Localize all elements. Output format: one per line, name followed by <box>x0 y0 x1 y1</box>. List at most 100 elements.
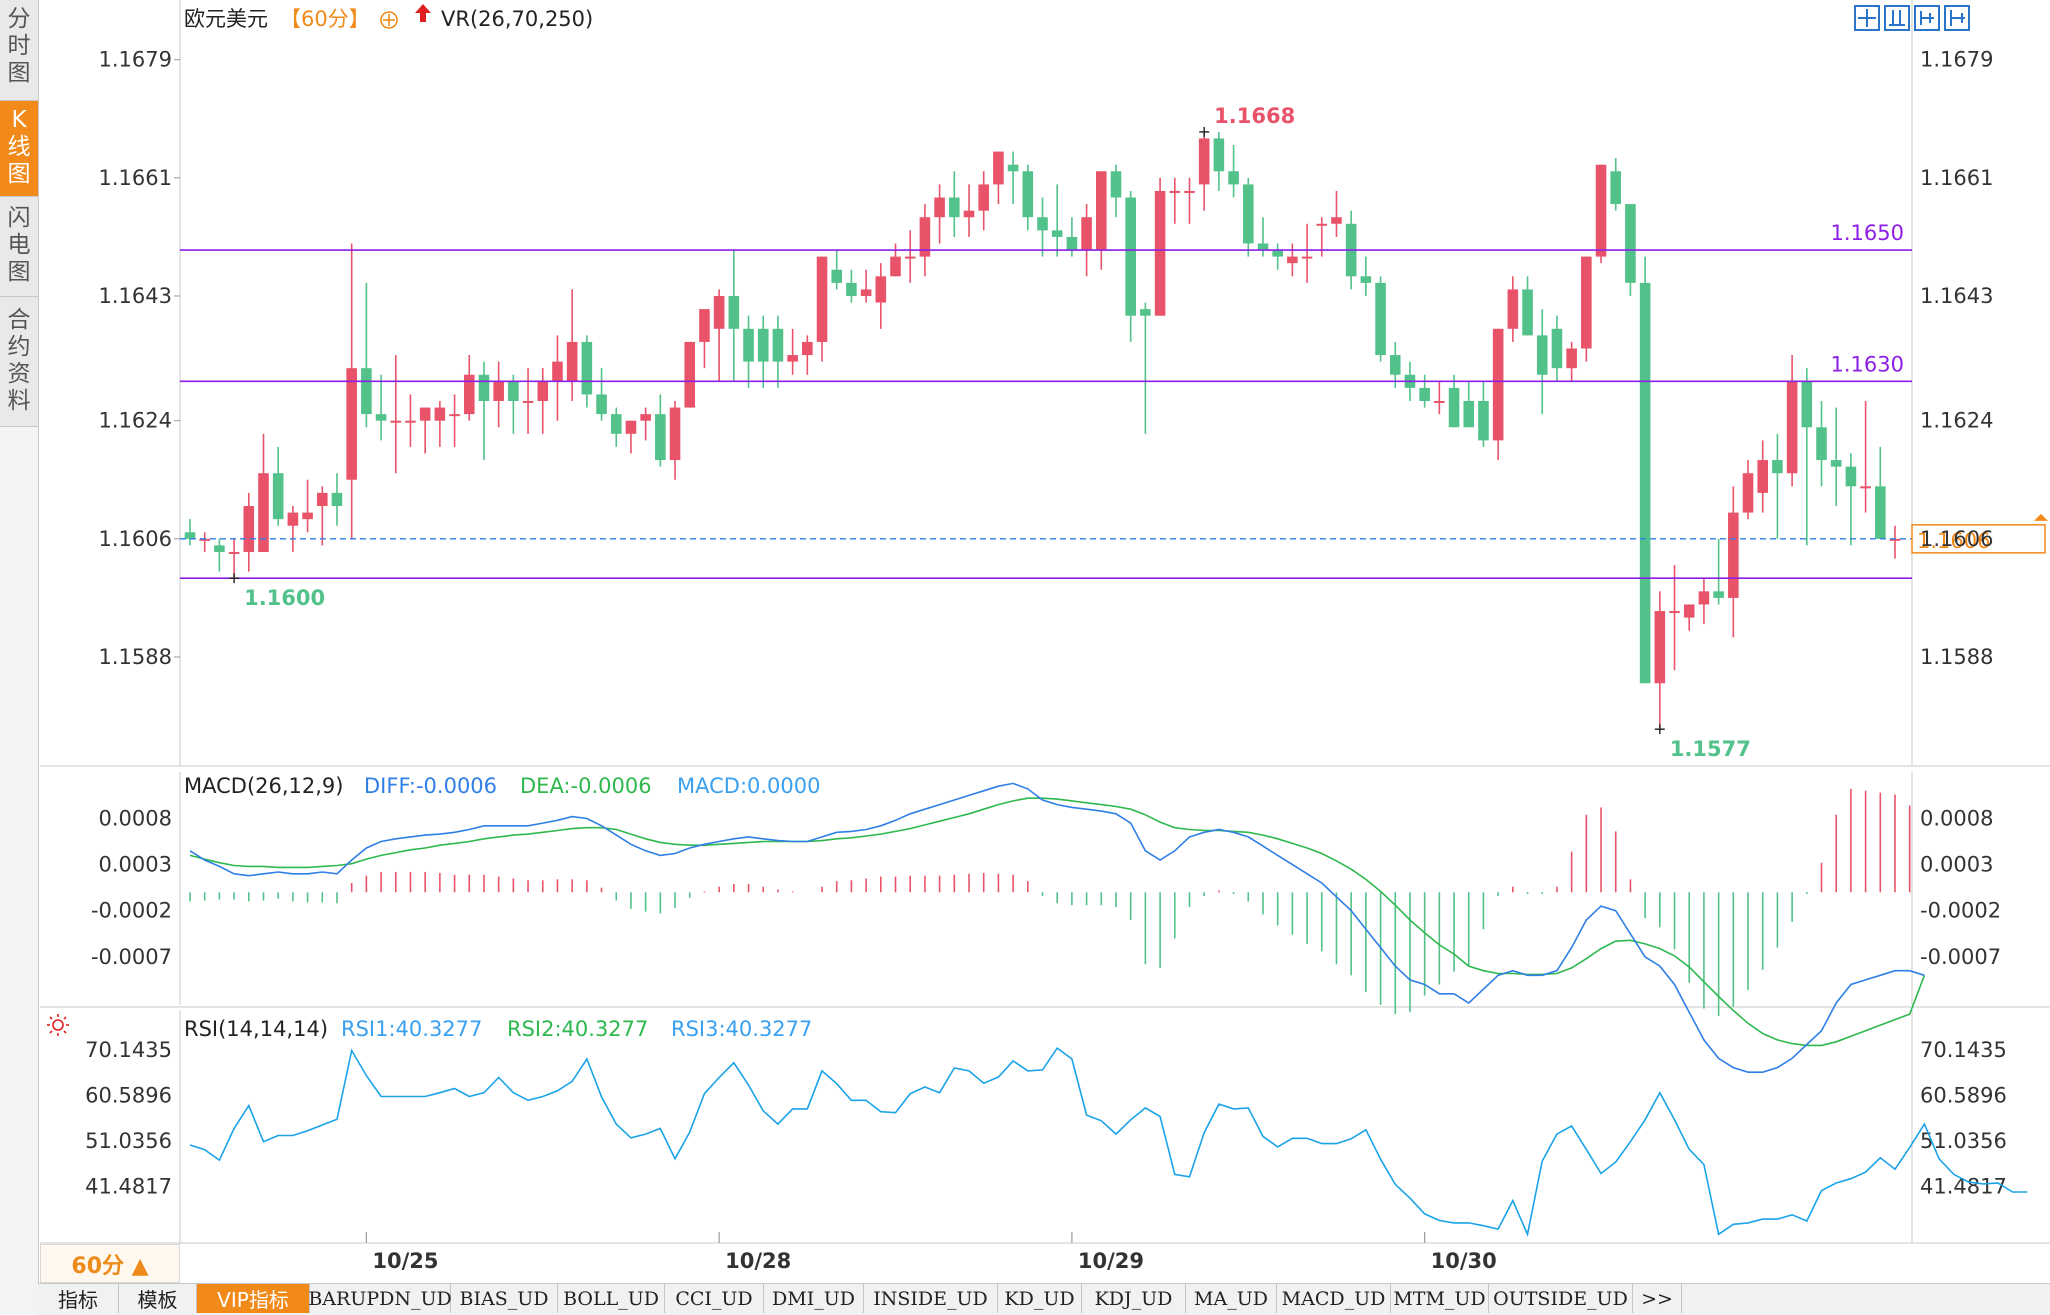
candle-body <box>1830 460 1842 467</box>
macd-y-tick-label-right: -0.0002 <box>1920 899 2001 923</box>
tab-inside-ud[interactable]: INSIDE_UD <box>864 1284 998 1313</box>
candle-body <box>1845 466 1857 487</box>
candle-body <box>258 473 269 552</box>
candle-body <box>1287 256 1298 264</box>
candle-body <box>243 506 255 552</box>
candle-body <box>684 341 696 408</box>
rsi2-value: RSI2:40.3277 <box>507 1017 648 1041</box>
candle-body <box>375 414 387 421</box>
tab-indicators[interactable]: 指标 <box>38 1284 119 1313</box>
tab-boll-ud[interactable]: BOLL_UD <box>558 1284 665 1313</box>
tab-cci-ud[interactable]: CCI_UD <box>665 1284 764 1313</box>
candle-body <box>552 361 563 382</box>
tab-bias-ud-label: BIAS_UD <box>459 1287 549 1310</box>
candle-body <box>463 374 475 415</box>
candle-body <box>1154 190 1166 316</box>
tab-outside-ud[interactable]: OUTSIDE_UD <box>1489 1284 1633 1313</box>
candle-body <box>919 217 931 257</box>
tab-macd-ud[interactable]: MACD_UD <box>1277 1284 1391 1313</box>
price-y-tick-label-right: 1.1624 <box>1920 409 1993 433</box>
candle-body <box>860 289 872 296</box>
candle-body <box>596 394 607 415</box>
candle-body <box>405 420 416 423</box>
grid-view-icon[interactable] <box>1854 5 1880 31</box>
level-label: 1.1630 <box>1831 352 1904 376</box>
candle-body <box>1786 381 1798 474</box>
macd-dea-value: DEA:-0.0006 <box>520 774 652 798</box>
tab-macd-ud-label: MACD_UD <box>1281 1287 1386 1310</box>
candle-body <box>846 282 857 296</box>
tab-ma-ud[interactable]: MA_UD <box>1186 1284 1277 1313</box>
split-view-icon[interactable] <box>1884 5 1910 31</box>
tab-boll-ud-label: BOLL_UD <box>563 1287 659 1310</box>
rsi-y-tick-label-right: 70.1435 <box>1920 1038 2007 1062</box>
candle-body <box>419 407 431 421</box>
candle-body <box>655 414 666 461</box>
fullscreen-icon[interactable] <box>1944 5 1970 31</box>
candle-body <box>566 341 578 382</box>
tab-contract-info[interactable]: 合约资料 <box>0 297 38 427</box>
candle-body <box>1889 538 1901 541</box>
candle-body <box>1581 256 1592 349</box>
price-y-tick-label-left: 1.1624 <box>99 409 172 433</box>
rsi-title: RSI(14,14,14) <box>184 1017 328 1041</box>
candle-body <box>1375 282 1386 356</box>
zoom-in-icon[interactable] <box>1914 5 1940 31</box>
tab-mtm-ud[interactable]: MTM_UD <box>1391 1284 1489 1313</box>
price-y-tick-label-left: 1.1606 <box>99 527 172 551</box>
price-y-tick-label-right: 1.1588 <box>1920 645 1993 669</box>
candle-body <box>1522 289 1533 336</box>
candle-body <box>346 368 357 480</box>
symbol-title: 欧元美元 <box>184 7 268 31</box>
settings-sun-icon[interactable] <box>47 1014 69 1036</box>
candle-body <box>1625 204 1636 283</box>
rsi-y-tick-label-left: 60.5896 <box>85 1084 172 1108</box>
price-alert-icon <box>2034 513 2048 521</box>
tab-templates[interactable]: 模板 <box>119 1284 197 1313</box>
candle-body <box>1022 171 1034 218</box>
tab-vip-indicators[interactable]: VIP指标 <box>197 1284 310 1313</box>
candle-body <box>272 473 284 520</box>
tab-flash-chart[interactable]: 闪电图 <box>0 197 38 297</box>
candle-body <box>508 381 519 401</box>
candle-body <box>934 197 945 218</box>
tab-kd-ud-label: KD_UD <box>1004 1287 1075 1310</box>
add-indicator-icon[interactable] <box>380 11 398 29</box>
candle-body <box>963 210 975 218</box>
timeframe-label: 60分 ▲ <box>71 1253 149 1279</box>
tab-time-sharing[interactable]: 分时图 <box>0 0 38 101</box>
candle-body <box>302 512 313 520</box>
candle-body <box>1463 401 1475 428</box>
tab-kd-ud[interactable]: KD_UD <box>998 1284 1082 1313</box>
rsi-y-tick-label-right: 41.4817 <box>1920 1174 2007 1198</box>
tab-bias-ud[interactable]: BIAS_UD <box>451 1284 558 1313</box>
candle-body <box>993 151 1004 185</box>
macd-y-tick-label-left: -0.0002 <box>91 899 172 923</box>
rsi-y-tick-label-left: 41.4817 <box>85 1174 172 1198</box>
candle-body <box>1610 171 1622 205</box>
candle-body <box>537 381 549 401</box>
rsi-line <box>189 1046 2028 1237</box>
candle-body <box>610 414 622 434</box>
candle-body <box>787 355 798 362</box>
candle-body <box>1757 460 1769 493</box>
candle-body <box>904 256 916 259</box>
candle-body <box>1639 282 1651 684</box>
candle-body <box>1507 289 1519 329</box>
tab-ma-ud-label: MA_UD <box>1194 1287 1268 1310</box>
macd-y-tick-label-left: 0.0003 <box>99 853 172 877</box>
candle-body <box>1728 512 1739 598</box>
tab-inside-ud-label: INSIDE_UD <box>873 1287 988 1310</box>
tab-kdj-ud[interactable]: KDJ_UD <box>1082 1284 1186 1313</box>
tab-dmi-ud-label: DMI_UD <box>772 1287 855 1310</box>
tab-barupdn-ud[interactable]: BARUPDN_UD <box>308 1284 452 1313</box>
timeframe-selector[interactable]: 60分 ▲ <box>40 1244 180 1283</box>
price-y-tick-label-right: 1.1679 <box>1920 48 1993 72</box>
tab-dmi-ud[interactable]: DMI_UD <box>764 1284 864 1313</box>
tab-more[interactable]: >> <box>1633 1284 1682 1313</box>
candle-body <box>625 420 637 434</box>
chart-canvas[interactable]: 欧元美元 【60分】 VR(26,70,250) 1.1650 1.1630 1.1… <box>0 0 2050 1283</box>
